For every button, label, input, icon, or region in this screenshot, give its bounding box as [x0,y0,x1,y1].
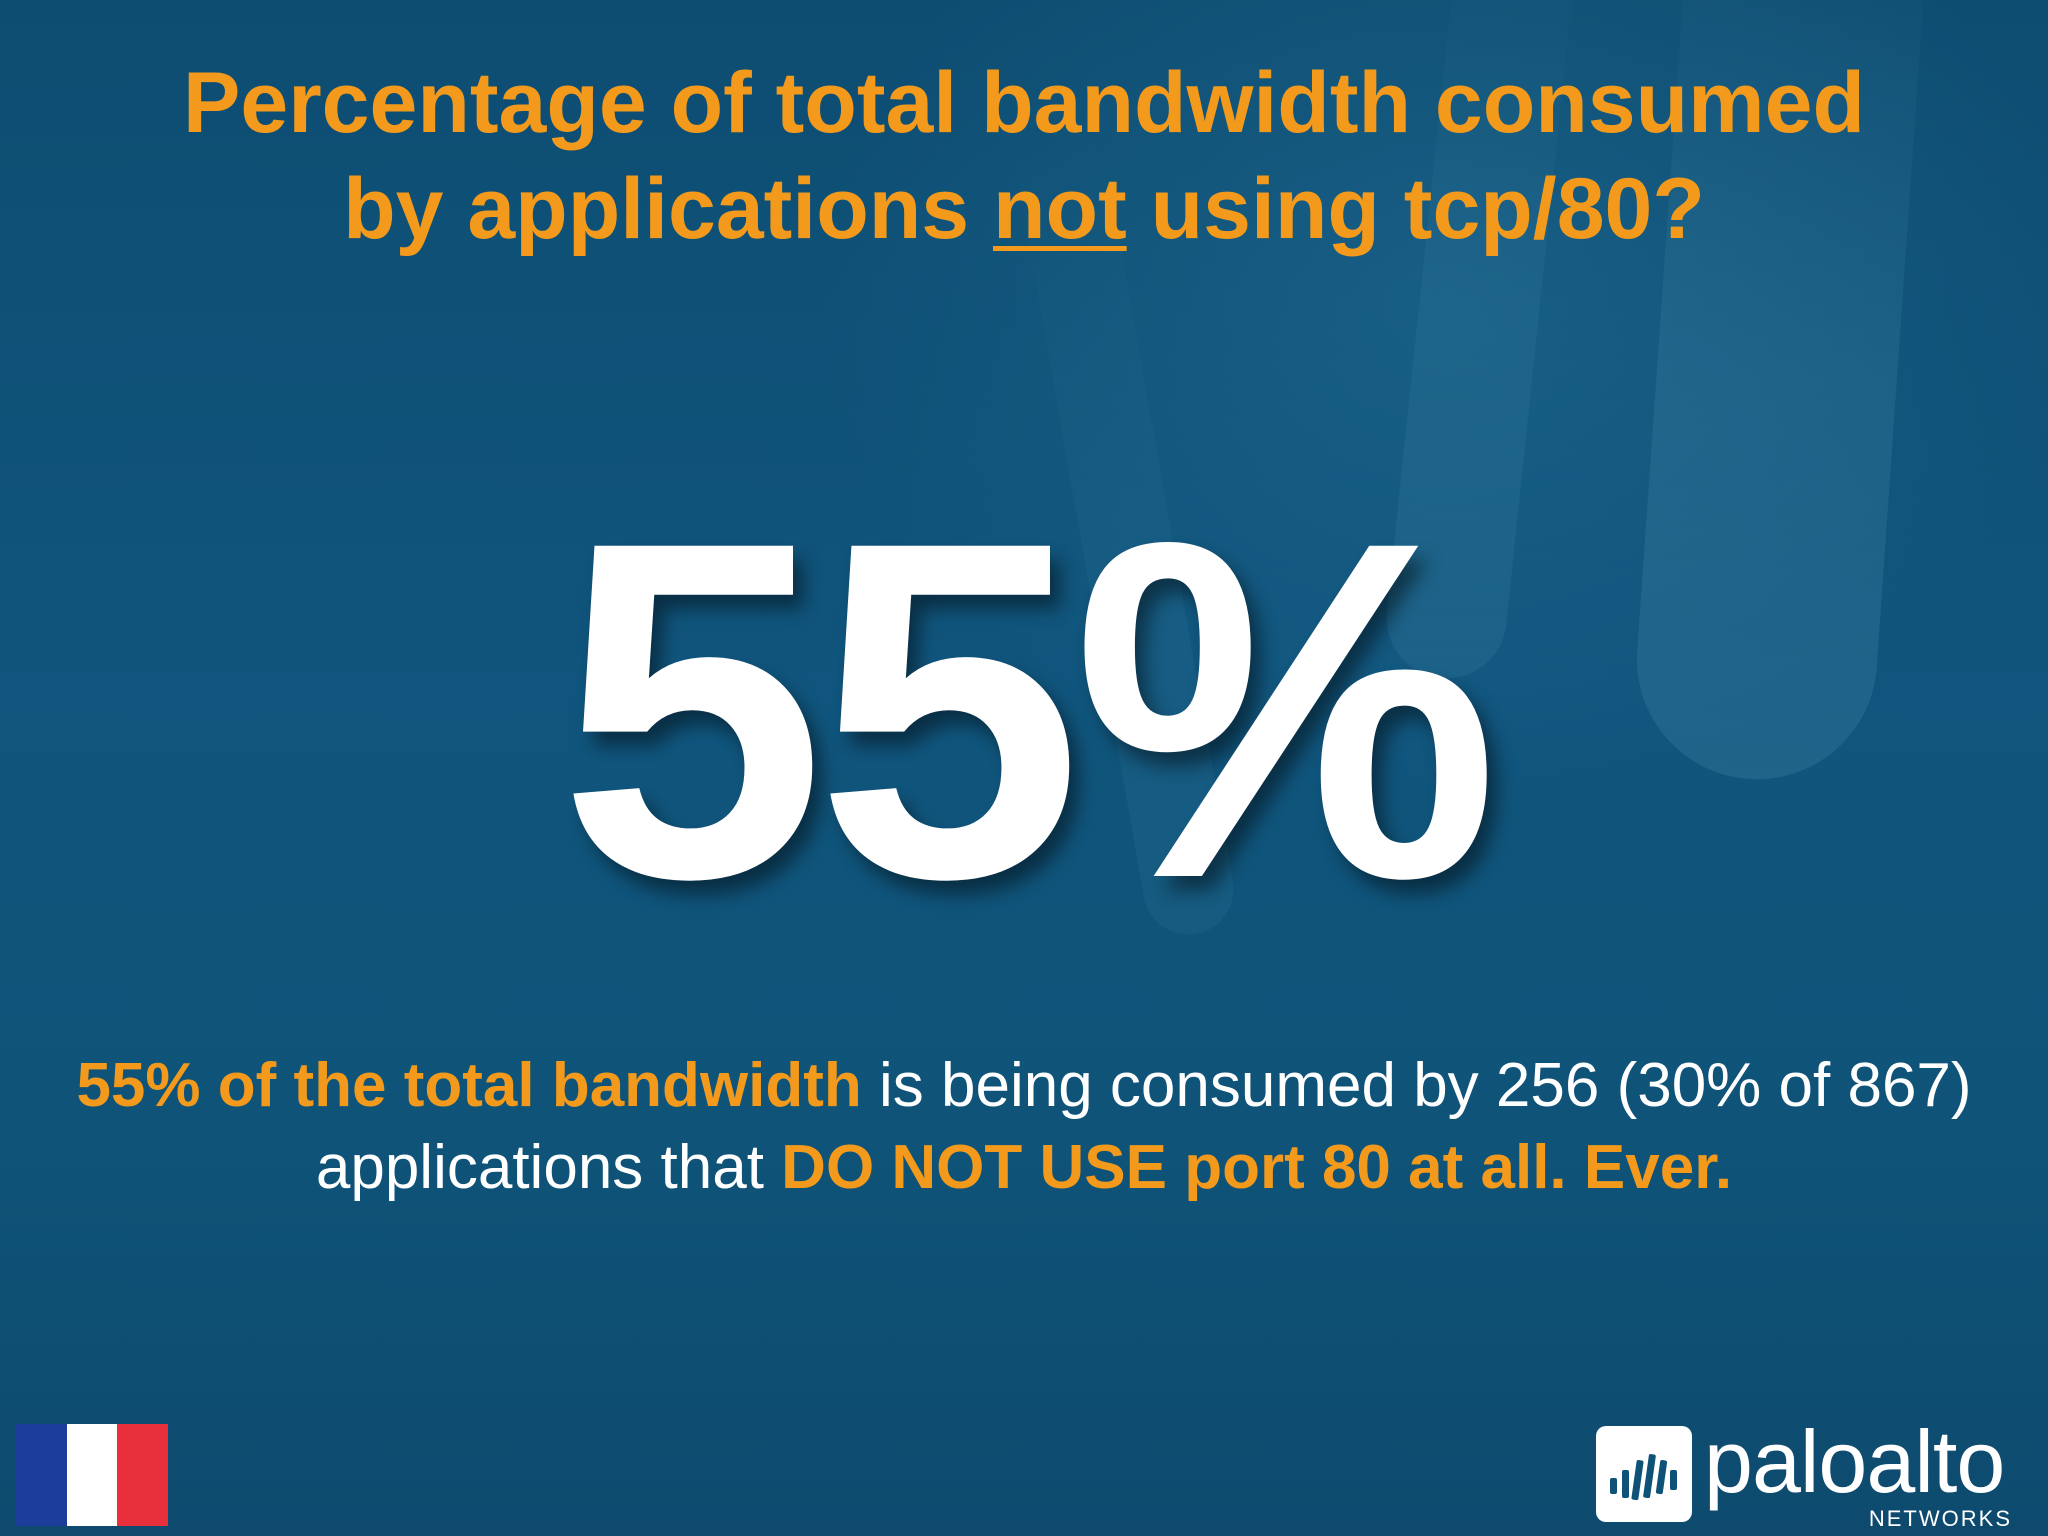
caption-text: is being consumed by 256 (30% of 867) ap… [315,1051,1972,1202]
logo-subtitle: NETWORKS [1868,1506,2012,1531]
logo-mark-graphic [1610,1454,1677,1501]
title-underlined-word: not [993,161,1127,257]
title-line-1: Percentage of total bandwidth consumed [183,55,1865,151]
flag-stripe-red [117,1424,169,1526]
title-line-2-start: by applications [343,161,993,257]
logo-wordmark: paloalto [1704,1412,2005,1511]
slide-title: Percentage of total bandwidth consumed b… [60,50,1988,262]
big-percentage-stat: 55% [558,441,1500,978]
paloalto-logo: paloalto NETWORKS [1596,1414,2016,1530]
caption-highlight-2: DO NOT USE port 80 at all. Ever. [781,1133,1733,1202]
flag-stripe-white [66,1424,118,1526]
paloalto-logo-icon [1596,1426,1692,1522]
title-line-2-end: using tcp/80? [1126,161,1705,257]
flag-stripe-blue [16,1424,67,1526]
france-flag-icon [16,1424,169,1526]
caption-highlight-1: 55% of the total bandwidth [76,1051,862,1120]
slide-caption: 55% of the total bandwidth is being cons… [60,1045,1988,1209]
